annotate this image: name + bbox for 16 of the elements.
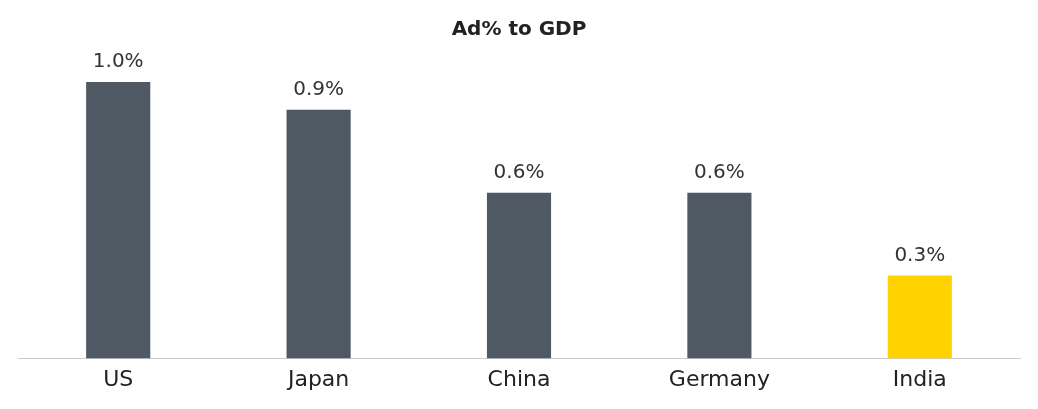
bar (86, 82, 151, 359)
x-tick-label: India (892, 365, 947, 391)
bar (887, 275, 952, 359)
x-tick-label: China (487, 365, 551, 391)
bar (486, 192, 552, 359)
chart-title: Ad% to GDP (451, 16, 587, 41)
x-tick-label: Japan (285, 365, 350, 391)
bar (687, 192, 752, 359)
data-label: 0.3% (894, 241, 946, 266)
x-tick-label: US (103, 365, 134, 391)
bar (286, 109, 351, 359)
data-label: 0.6% (693, 158, 745, 183)
data-label: 0.9% (293, 75, 345, 100)
data-label: 1.0% (92, 48, 144, 73)
data-label: 0.6% (493, 158, 545, 183)
x-tick-label: Germany (668, 365, 770, 391)
